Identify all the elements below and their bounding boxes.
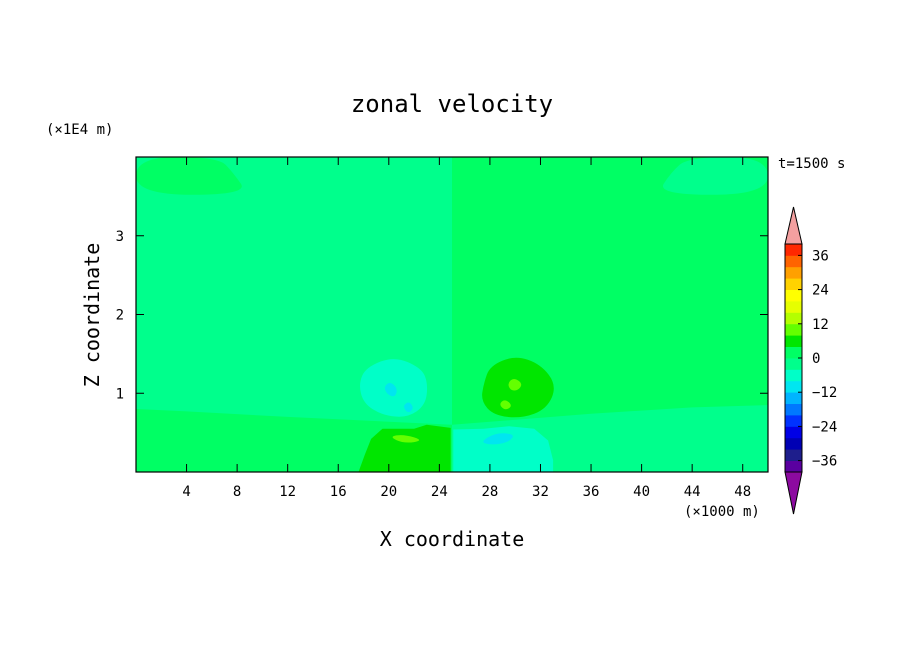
- colorbar-tick-label: −36: [812, 454, 837, 470]
- colorbar-swatch: [785, 392, 802, 404]
- cell-west-outer: [358, 424, 451, 472]
- x-tick-label: 16: [330, 484, 347, 500]
- x-tick-label: 8: [233, 484, 241, 500]
- colorbar-swatch: [785, 289, 802, 302]
- colorbar-swatch: [785, 415, 802, 427]
- x-tick-label: 36: [583, 484, 600, 500]
- colorbar-tick-label: −24: [812, 419, 837, 435]
- x-tick-label: 32: [532, 484, 549, 500]
- time-label: t=1500 s: [778, 156, 845, 172]
- cell-east-core: [483, 433, 513, 445]
- y-tick-label: 2: [116, 308, 124, 324]
- colorbar-swatch: [785, 449, 802, 461]
- colorbar-swatch: [785, 346, 802, 359]
- x-tick-label: 4: [182, 484, 190, 500]
- vortex-west-core-a: [384, 382, 397, 397]
- colorbar-swatch: [785, 437, 802, 450]
- x-tick-label: 12: [279, 484, 296, 500]
- colorbar-tick-label: 12: [812, 317, 829, 333]
- x-tick-label: 20: [380, 484, 397, 500]
- y-tick-label: 3: [116, 229, 124, 245]
- colorbar-under-triangle: [784, 471, 803, 515]
- x-tick-label: 44: [684, 484, 701, 500]
- field-top-east: [662, 157, 768, 195]
- x-tick-label: 28: [481, 484, 498, 500]
- chart-title: zonal velocity: [351, 90, 553, 118]
- colorbar-swatch: [785, 358, 802, 370]
- x-tick-label: 24: [431, 484, 448, 500]
- y-tick-label: 1: [116, 386, 124, 402]
- colorbar-swatch: [785, 335, 802, 347]
- colorbar-swatch: [785, 244, 802, 256]
- x-unit-label: (×1000 m): [684, 504, 760, 520]
- colorbar-swatch: [785, 266, 802, 279]
- colorbar-swatch: [785, 323, 802, 336]
- contour-field: [136, 157, 768, 472]
- vortex-east-core-b: [500, 400, 511, 410]
- colorbar-swatch: [785, 369, 802, 382]
- colorbar-swatch: [785, 426, 802, 439]
- y-axis-label: Z coordinate: [80, 243, 104, 388]
- colorbar-swatch: [785, 278, 802, 290]
- colorbar-tick-label: −12: [812, 385, 837, 401]
- colorbar-tick-label: 0: [812, 351, 820, 367]
- colorbar-tick-label: 36: [812, 248, 829, 264]
- x-axis-label: X coordinate: [380, 527, 525, 551]
- colorbar-over-triangle: [784, 206, 803, 245]
- x-axis-ticks: 4 8 12 16 20 24 28 32 36 40 44 48: [182, 157, 751, 500]
- cell-west-core: [392, 435, 420, 443]
- y-axis-ticks: 1 2 3: [116, 229, 768, 402]
- colorbar-swatch: [785, 380, 802, 393]
- vortex-west-core-b: [404, 402, 413, 413]
- cell-east-outer: [453, 426, 554, 472]
- colorbar-swatch: [785, 312, 802, 325]
- colorbar-swatch: [785, 301, 802, 313]
- colorbar: 36 24 12 0 −12 −24 −36: [784, 206, 837, 515]
- colorbar-swatch: [785, 460, 802, 473]
- x-tick-label: 48: [734, 484, 751, 500]
- x-tick-label: 40: [633, 484, 650, 500]
- colorbar-swatch: [785, 403, 802, 416]
- y-unit-label: (×1E4 m): [46, 122, 113, 138]
- field-top-west: [136, 157, 242, 195]
- colorbar-tick-label: 24: [812, 283, 829, 299]
- vortex-east-core-a: [508, 378, 522, 391]
- colorbar-swatch: [785, 255, 802, 268]
